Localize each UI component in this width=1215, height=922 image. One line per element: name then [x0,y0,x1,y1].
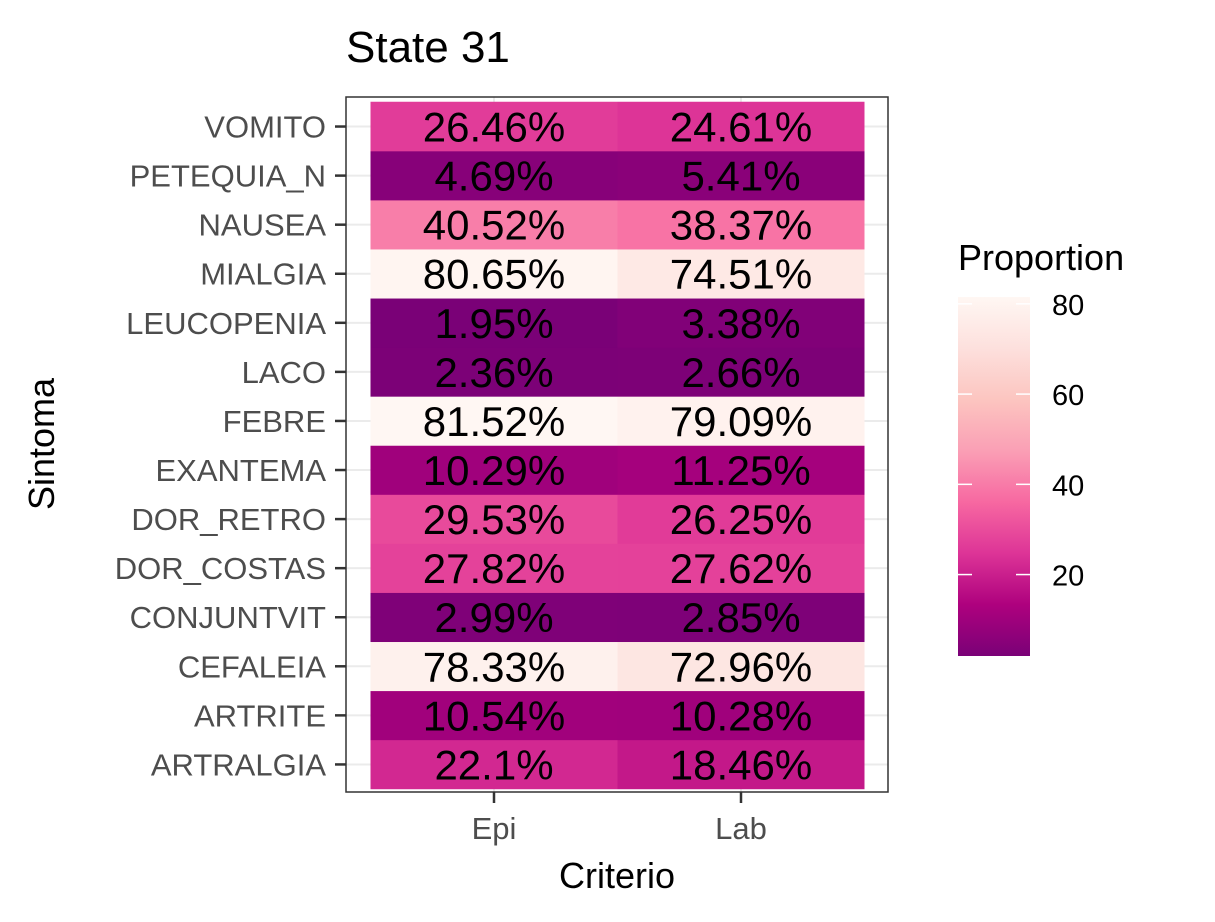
heatmap-tile [370,690,618,741]
y-tick-label: LACO [242,355,326,390]
cell-label: 81.52% [423,398,565,445]
x-axis: Epi Lab [472,792,767,846]
y-tick-label: CEFALEIA [178,649,326,684]
cell-label: 78.33% [423,643,565,690]
x-axis-title: Criterio [559,855,675,896]
y-axis-title: Sintoma [21,377,62,510]
cell-label: 72.96% [670,643,812,690]
cell-label: 5.41% [681,153,800,200]
heatmap-tile [370,543,618,593]
heatmap-tile [617,690,865,741]
heatmap-tile [370,248,618,299]
legend-colorbar [958,297,1030,656]
cell-label: 1.95% [434,300,553,347]
cell-label: 2.36% [434,349,553,396]
y-tick-label: CONJUNTVIT [130,600,326,635]
cell-label: 80.65% [423,251,565,298]
color-legend: Proportion 20 40 60 80 [958,237,1124,656]
cell-labels: 22.1% 18.46% 10.54% 10.28% 78.33% 72.96% 2.99%… [423,104,812,789]
heatmap-tile [617,347,865,397]
y-tick-label: NAUSEA [199,208,327,243]
heatmap-tile [617,641,865,692]
cell-label: 26.25% [670,496,812,543]
y-tick-label: DOR_COSTAS [115,551,326,586]
cell-label: 4.69% [434,153,553,200]
cell-label: 10.29% [423,447,565,494]
cell-label: 22.1% [434,741,553,788]
cell-label: 3.38% [681,300,800,347]
heatmap-tile [617,396,865,446]
panel-border [345,96,889,793]
heatmap-tile [617,298,865,348]
heatmap-tile [617,739,865,790]
heatmap-tile [370,150,618,201]
heatmap-tile [617,543,865,593]
cell-label: 10.28% [670,692,812,739]
x-tick-label: Lab [715,811,767,846]
cell-label: 38.37% [670,202,812,249]
cell-label: 24.61% [670,104,812,151]
x-tick-label: Epi [472,811,517,846]
y-tick-label: LEUCOPENIA [126,306,326,341]
legend-tick-label: 80 [1052,290,1084,322]
heatmap-tile [370,592,618,643]
legend-tick-label: 20 [1052,561,1084,593]
heatmap-tile [370,641,618,692]
heatmap-tile [370,739,618,790]
legend-tick-label: 40 [1052,470,1084,502]
cell-label: 26.46% [423,104,565,151]
cell-label: 27.82% [423,545,565,592]
heatmap-tile [370,494,618,544]
y-tick-label: ARTRITE [194,698,326,733]
cell-label: 79.09% [670,398,812,445]
cell-label: 29.53% [423,496,565,543]
cell-label: 40.52% [423,202,565,249]
heatmap-tile [370,445,618,495]
heatmap-tiles [370,101,865,790]
y-tick-label: DOR_RETRO [131,502,326,537]
cell-label: 2.66% [681,349,800,396]
cell-label: 11.25% [671,447,810,494]
heatmap-tile [617,494,865,544]
heatmap-tile [617,101,865,152]
legend-title: Proportion [958,237,1124,278]
legend-ticks: 20 40 60 80 [958,290,1084,593]
cell-label: 18.46% [670,741,812,788]
heatmap-tile [617,248,865,299]
y-tick-label: VOMITO [204,110,326,145]
y-axis: ARTRALGIA ARTRITE CEFALEIA CONJUNTVIT DOR_CO… [115,110,346,782]
heatmap-tile [370,347,618,397]
y-tick-label: MIALGIA [200,257,326,292]
heatmap-tile [617,199,865,250]
heatmap-tile [370,101,618,152]
cell-label: 27.62% [670,545,812,592]
legend-tick-label: 60 [1052,380,1084,412]
y-tick-label: PETEQUIA_N [130,159,326,194]
y-tick-label: FEBRE [223,404,326,439]
heatmap-tile [617,150,865,201]
heatmap-tile [617,445,865,495]
y-tick-label: EXANTEMA [155,453,326,488]
cell-label: 2.85% [681,594,800,641]
cell-label: 2.99% [434,594,553,641]
heatmap-tile [617,592,865,643]
y-tick-label: ARTRALGIA [151,747,326,782]
heatmap-tile [370,396,618,446]
cell-label: 74.51% [670,251,812,298]
chart-title: State 31 [346,23,510,72]
cell-label: 10.54% [423,692,565,739]
heatmap-tile [370,298,618,348]
heatmap-tile [370,199,618,250]
